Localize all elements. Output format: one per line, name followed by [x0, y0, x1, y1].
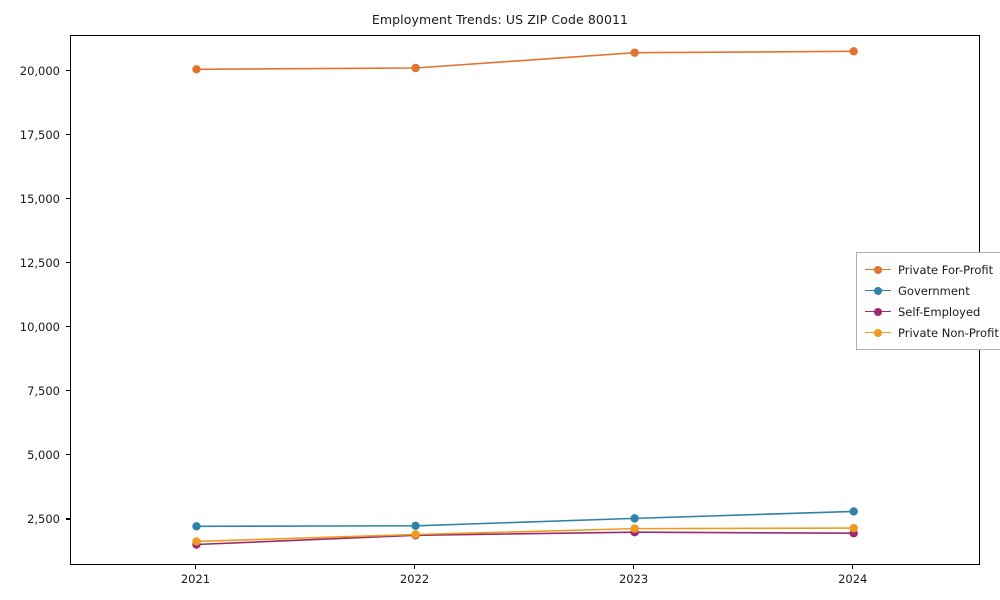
legend-marker-icon: [874, 328, 882, 337]
x-axis-tick-mark: [194, 565, 197, 569]
y-axis-tick-label: 17,500: [19, 127, 60, 142]
data-point-marker: [630, 48, 639, 57]
x-axis-tick-label: 2021: [180, 572, 211, 586]
x-axis-tick-label: 2024: [838, 572, 868, 586]
y-axis-tick-mark: [66, 134, 70, 136]
legend-item[interactable]: Private Non-Profit: [865, 322, 999, 343]
data-point-marker: [849, 523, 858, 533]
legend-marker-icon: [874, 286, 882, 295]
data-point-marker: [630, 524, 639, 533]
y-axis-tick-mark: [66, 390, 70, 392]
x-axis-tick-mark: [414, 565, 416, 569]
legend-item[interactable]: Private For-Profit: [865, 259, 999, 280]
legend-swatch-icon: [865, 264, 891, 276]
x-axis-tick-mark: [852, 565, 854, 569]
legend-swatch-icon: [865, 306, 891, 318]
legend-swatch-icon: [865, 285, 891, 297]
data-point-marker: [630, 514, 639, 523]
legend-marker-icon: [874, 265, 882, 274]
chart-legend: Private For-Profit Government Self-Employe…: [856, 252, 1000, 350]
x-axis-tick-label: 2022: [399, 572, 430, 586]
y-axis-tick-mark: [66, 454, 70, 456]
y-axis-tick-label: 5,000: [27, 447, 60, 462]
series-line: [195, 531, 855, 546]
data-point-marker: [849, 47, 858, 56]
series-line: [195, 510, 855, 528]
data-point-marker: [849, 507, 858, 516]
series-line: [195, 50, 855, 71]
y-axis-tick-mark: [66, 198, 70, 200]
data-point-marker: [411, 530, 420, 539]
series-government: [192, 507, 858, 531]
legend-item-label: Private Non-Profit: [898, 325, 999, 340]
chart-series-canvas: [192, 47, 858, 549]
series-line: [195, 527, 855, 543]
legend-item-label: Private For-Profit: [898, 262, 994, 277]
data-point-marker: [192, 522, 201, 531]
data-point-marker: [192, 65, 201, 74]
y-axis-tick-label: 7,500: [27, 383, 60, 398]
y-axis-tick-mark: [66, 262, 70, 264]
x-axis-tick-mark: [633, 565, 635, 569]
plot-area: [70, 35, 980, 565]
legend-item-label: Self-Employed: [898, 304, 981, 319]
series-private-non-profit: [192, 523, 858, 546]
legend-item[interactable]: Government: [865, 280, 999, 301]
legend-marker-icon: [874, 307, 882, 316]
y-axis-tick-label: 10,000: [19, 319, 60, 334]
x-axis-tick-label: 2023: [618, 572, 649, 586]
y-axis-tick-label: 2,500: [27, 511, 60, 526]
series-private-for-profit: [192, 47, 858, 74]
data-point-marker: [411, 521, 420, 530]
y-axis-tick-mark: [66, 518, 70, 520]
legend-swatch-icon: [865, 327, 891, 339]
y-axis-tick-label: 15,000: [19, 191, 60, 206]
data-point-marker: [192, 537, 201, 546]
y-axis-tick-label: 20,000: [19, 63, 60, 78]
legend-item-label: Government: [898, 283, 970, 298]
legend-item[interactable]: Self-Employed: [865, 301, 999, 322]
y-axis-tick-label: 12,500: [19, 255, 60, 270]
chart-title: Employment Trends: US ZIP Code 80011: [371, 12, 629, 27]
data-point-marker: [411, 63, 420, 73]
y-axis-tick-mark: [66, 326, 70, 328]
y-axis-tick-mark: [66, 70, 70, 72]
